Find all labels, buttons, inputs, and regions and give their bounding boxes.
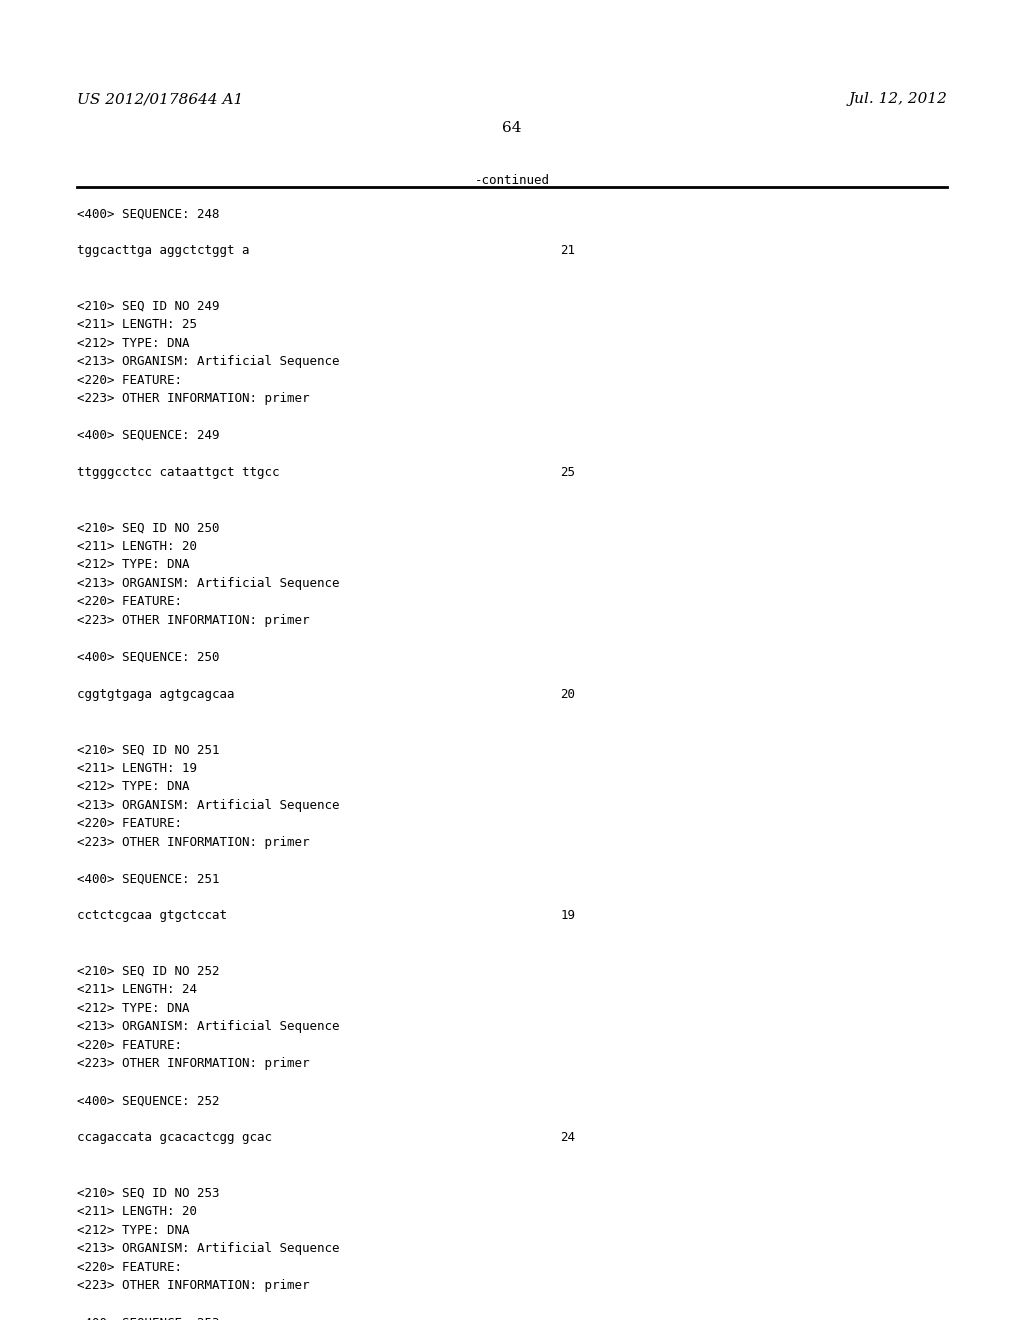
Text: <212> TYPE: DNA: <212> TYPE: DNA xyxy=(77,1002,189,1015)
Text: cctctcgcaa gtgctccat: cctctcgcaa gtgctccat xyxy=(77,909,226,923)
Text: <212> TYPE: DNA: <212> TYPE: DNA xyxy=(77,337,189,350)
Text: <400> SEQUENCE: 253: <400> SEQUENCE: 253 xyxy=(77,1316,219,1320)
Text: 20: 20 xyxy=(560,688,575,701)
Text: <212> TYPE: DNA: <212> TYPE: DNA xyxy=(77,780,189,793)
Text: <223> OTHER INFORMATION: primer: <223> OTHER INFORMATION: primer xyxy=(77,836,309,849)
Text: <210> SEQ ID NO 251: <210> SEQ ID NO 251 xyxy=(77,743,219,756)
Text: <210> SEQ ID NO 250: <210> SEQ ID NO 250 xyxy=(77,521,219,535)
Text: 25: 25 xyxy=(560,466,575,479)
Text: <210> SEQ ID NO 253: <210> SEQ ID NO 253 xyxy=(77,1187,219,1200)
Text: <400> SEQUENCE: 251: <400> SEQUENCE: 251 xyxy=(77,873,219,886)
Text: <223> OTHER INFORMATION: primer: <223> OTHER INFORMATION: primer xyxy=(77,614,309,627)
Text: <400> SEQUENCE: 248: <400> SEQUENCE: 248 xyxy=(77,207,219,220)
Text: 21: 21 xyxy=(560,244,575,257)
Text: <211> LENGTH: 20: <211> LENGTH: 20 xyxy=(77,1205,197,1218)
Text: <223> OTHER INFORMATION: primer: <223> OTHER INFORMATION: primer xyxy=(77,1279,309,1292)
Text: <213> ORGANISM: Artificial Sequence: <213> ORGANISM: Artificial Sequence xyxy=(77,355,339,368)
Text: ttgggcctcc cataattgct ttgcc: ttgggcctcc cataattgct ttgcc xyxy=(77,466,280,479)
Text: <213> ORGANISM: Artificial Sequence: <213> ORGANISM: Artificial Sequence xyxy=(77,799,339,812)
Text: <212> TYPE: DNA: <212> TYPE: DNA xyxy=(77,558,189,572)
Text: <400> SEQUENCE: 249: <400> SEQUENCE: 249 xyxy=(77,429,219,442)
Text: <220> FEATURE:: <220> FEATURE: xyxy=(77,1039,182,1052)
Text: <211> LENGTH: 20: <211> LENGTH: 20 xyxy=(77,540,197,553)
Text: <220> FEATURE:: <220> FEATURE: xyxy=(77,374,182,387)
Text: tggcacttga aggctctggt a: tggcacttga aggctctggt a xyxy=(77,244,249,257)
Text: <213> ORGANISM: Artificial Sequence: <213> ORGANISM: Artificial Sequence xyxy=(77,1242,339,1255)
Text: <220> FEATURE:: <220> FEATURE: xyxy=(77,595,182,609)
Text: <211> LENGTH: 25: <211> LENGTH: 25 xyxy=(77,318,197,331)
Text: <211> LENGTH: 19: <211> LENGTH: 19 xyxy=(77,762,197,775)
Text: <223> OTHER INFORMATION: primer: <223> OTHER INFORMATION: primer xyxy=(77,392,309,405)
Text: <213> ORGANISM: Artificial Sequence: <213> ORGANISM: Artificial Sequence xyxy=(77,577,339,590)
Text: -continued: -continued xyxy=(474,174,550,187)
Text: US 2012/0178644 A1: US 2012/0178644 A1 xyxy=(77,92,243,107)
Text: 19: 19 xyxy=(560,909,575,923)
Text: <213> ORGANISM: Artificial Sequence: <213> ORGANISM: Artificial Sequence xyxy=(77,1020,339,1034)
Text: ccagaccata gcacactcgg gcac: ccagaccata gcacactcgg gcac xyxy=(77,1131,271,1144)
Text: <210> SEQ ID NO 249: <210> SEQ ID NO 249 xyxy=(77,300,219,313)
Text: 64: 64 xyxy=(502,121,522,136)
Text: <400> SEQUENCE: 252: <400> SEQUENCE: 252 xyxy=(77,1094,219,1107)
Text: 24: 24 xyxy=(560,1131,575,1144)
Text: <400> SEQUENCE: 250: <400> SEQUENCE: 250 xyxy=(77,651,219,664)
Text: <220> FEATURE:: <220> FEATURE: xyxy=(77,817,182,830)
Text: <223> OTHER INFORMATION: primer: <223> OTHER INFORMATION: primer xyxy=(77,1057,309,1071)
Text: <212> TYPE: DNA: <212> TYPE: DNA xyxy=(77,1224,189,1237)
Text: <220> FEATURE:: <220> FEATURE: xyxy=(77,1261,182,1274)
Text: Jul. 12, 2012: Jul. 12, 2012 xyxy=(848,92,947,107)
Text: cggtgtgaga agtgcagcaa: cggtgtgaga agtgcagcaa xyxy=(77,688,234,701)
Text: <210> SEQ ID NO 252: <210> SEQ ID NO 252 xyxy=(77,965,219,978)
Text: <211> LENGTH: 24: <211> LENGTH: 24 xyxy=(77,983,197,997)
